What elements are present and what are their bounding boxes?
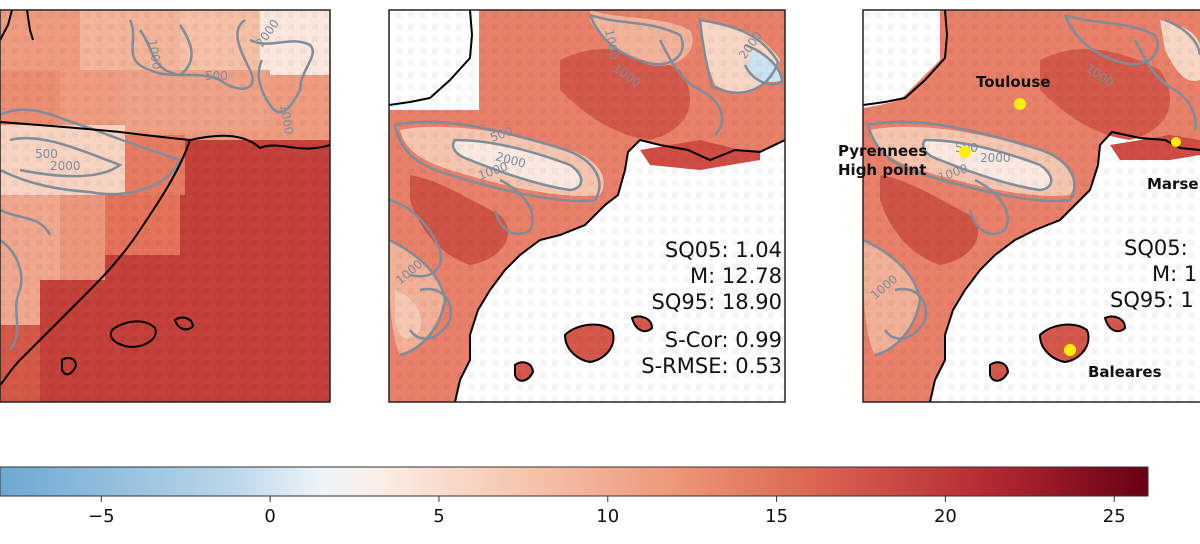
contour-label-2000: 2000 bbox=[980, 151, 1011, 165]
coastline-left bbox=[0, 10, 330, 386]
stat-spatial-correlation: S-Cor: 0.99 bbox=[664, 328, 782, 352]
colorbar-tick-label: 25 bbox=[1102, 506, 1126, 527]
contour-label-2000: 2000 bbox=[50, 159, 81, 173]
stat-spatial-rmse: S-RMSE: 0.53 bbox=[641, 354, 782, 378]
label-baleares: Baleares bbox=[1088, 363, 1162, 381]
stats-middle: SQ05: 1.04 M: 12.78 SQ95: 18.90 S-Cor: 0… bbox=[641, 237, 782, 379]
colorbar-gradient bbox=[0, 466, 1149, 497]
stat-sq05: SQ05: bbox=[1124, 236, 1188, 260]
colorbar-tick-label: 5 bbox=[433, 506, 445, 527]
panel-right-frame bbox=[862, 9, 1200, 403]
marker-toulouse bbox=[1014, 98, 1026, 110]
stat-sq95: SQ95: 18.90 bbox=[651, 290, 782, 314]
stat-mean: M: 1 bbox=[1152, 262, 1198, 286]
label-pyrenees-line1: Pyrennees bbox=[838, 142, 928, 160]
contour-lines-left bbox=[0, 18, 314, 351]
panel-left-frame bbox=[0, 9, 331, 403]
contour-label-1000: 1000 bbox=[145, 38, 164, 71]
colorbar-tick-label: 10 bbox=[596, 506, 620, 527]
colorbar-tick-label: 0 bbox=[264, 506, 276, 527]
colorbar-tick-label: 15 bbox=[765, 506, 789, 527]
contour-label-500: 500 bbox=[205, 69, 228, 83]
colorbar-tickmarks bbox=[100, 496, 1115, 502]
panel-right: 1000 500 2000 1000 1000 bbox=[863, 10, 1200, 402]
label-toulouse: Toulouse bbox=[976, 73, 1051, 91]
contour-label-1000: 1000 bbox=[602, 28, 621, 61]
colorbar bbox=[0, 466, 1149, 502]
contour-label-500: 500 bbox=[35, 147, 58, 161]
stats-right: SQ05: M: 1 SQ95: 1 bbox=[1110, 235, 1197, 313]
colorbar-tick-label: −5 bbox=[88, 506, 115, 527]
marker-pyrenees-high-point bbox=[959, 146, 971, 158]
colorbar-tick-label: 20 bbox=[933, 506, 957, 527]
panel-middle-frame bbox=[388, 9, 786, 403]
coastline-right bbox=[863, 10, 1200, 402]
label-pyrenees-line2: High point bbox=[838, 161, 927, 179]
stat-sq95: SQ95: 1 bbox=[1110, 288, 1194, 312]
stat-sq05: SQ05: 1.04 bbox=[664, 238, 782, 262]
coastline-middle bbox=[389, 10, 785, 402]
contour-lines-middle bbox=[389, 13, 784, 357]
panel-left: 1000 500 2000 1000 500 2000 bbox=[0, 10, 330, 402]
marker-marseille bbox=[1171, 137, 1181, 147]
label-marseille: Marse bbox=[1147, 175, 1199, 193]
contour-label-1000: 1000 bbox=[277, 103, 296, 136]
marker-baleares bbox=[1064, 344, 1076, 356]
contour-lines-right bbox=[863, 13, 1200, 357]
panel-middle: 1000 2000 1000 500 2000 1000 1000 bbox=[389, 10, 785, 402]
label-pyrenees-high-point: Pyrennees High point bbox=[838, 142, 927, 180]
stat-mean: M: 12.78 bbox=[690, 264, 782, 288]
